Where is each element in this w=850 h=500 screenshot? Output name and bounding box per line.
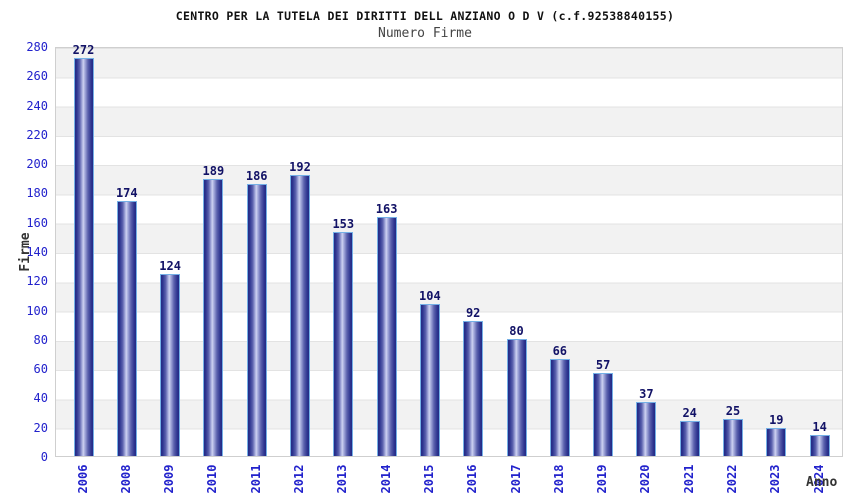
y-tick-label: 0 [40,450,48,464]
bar [116,201,137,456]
bar-value-label: 80 [509,324,524,338]
x-tick-label: 2017 [508,464,523,494]
bar-value-label: 174 [115,186,138,200]
bar [419,304,440,456]
y-tick-label: 240 [26,98,48,113]
y-tick-label: 100 [26,303,48,318]
bar [636,402,657,456]
bar-value-label: 25 [725,404,741,418]
bar-value-label: 124 [159,259,181,273]
bar [679,421,700,456]
x-tick-label: 2010 [205,464,220,494]
bar-value-label: 24 [682,406,697,420]
bar [376,217,397,456]
x-tick-label: 2008 [118,464,133,494]
y-tick-label: 40 [33,391,48,406]
x-tick-label: 2021 [681,464,696,494]
bar [766,428,787,456]
y-tick-label: 60 [33,362,48,377]
bar-value-label: 37 [639,387,654,401]
y-tick-label: 280 [26,40,48,54]
bar [549,359,570,456]
y-tick-label: 120 [26,274,48,289]
bar [506,339,527,456]
bar-value-label: 66 [552,344,568,358]
y-tick-label: 220 [26,127,48,142]
bar [246,184,267,456]
bar-value-label: 192 [289,160,311,174]
bar-value-label: 189 [202,164,225,178]
x-tick-label: 2020 [638,464,653,494]
plot-area: 272 174 124 189 186 192 153 163 104 92 80 66 57 37 24 2… [55,43,843,457]
bar-value-label: 272 [72,43,95,57]
x-tick-label: 2015 [421,464,436,494]
bar-value-label: 57 [595,358,611,372]
x-tick-label: 2012 [292,464,306,494]
bar-value-label: 163 [375,202,398,216]
x-tick-label: 2023 [768,464,783,494]
bar [723,419,743,456]
bar [203,179,224,456]
chart-title: CENTRO PER LA TUTELA DEI DIRITTI DELL AN… [175,9,675,23]
y-tick-label: 80 [33,332,48,347]
bar [73,58,94,456]
y-tick-label: 180 [26,186,48,201]
x-tick-label: 2006 [75,464,90,494]
x-tick-label: 2011 [248,464,263,494]
x-tick-label: 2014 [378,464,393,494]
x-tick-label: 2016 [465,464,480,494]
bar-value-label: 104 [419,289,441,303]
bar-value-label: 14 [812,420,827,434]
bar [333,232,354,456]
y-tick-label: 200 [26,157,48,172]
x-tick-label: 2019 [595,464,610,494]
bar-value-label: 186 [245,169,268,183]
bar [809,435,830,456]
bar [593,373,614,456]
bar-value-label: 92 [465,306,481,320]
bar-value-label: 153 [332,217,355,231]
x-tick-label: 2013 [335,464,350,494]
y-tick-label: 20 [33,420,48,435]
y-tick-label: 160 [26,215,48,230]
y-tick-label: 140 [26,245,48,259]
bar [463,321,484,456]
y-tick-label: 260 [26,69,48,84]
x-tick-label: 2009 [162,464,177,494]
x-axis-label: Anno [806,475,838,490]
bar [160,274,181,456]
x-tick-label: 2022 [725,464,739,494]
bar [290,175,310,456]
chart-subtitle: Numero Firme [378,26,472,41]
bar-value-label: 19 [769,413,784,427]
x-tick-label: 2018 [551,464,566,494]
